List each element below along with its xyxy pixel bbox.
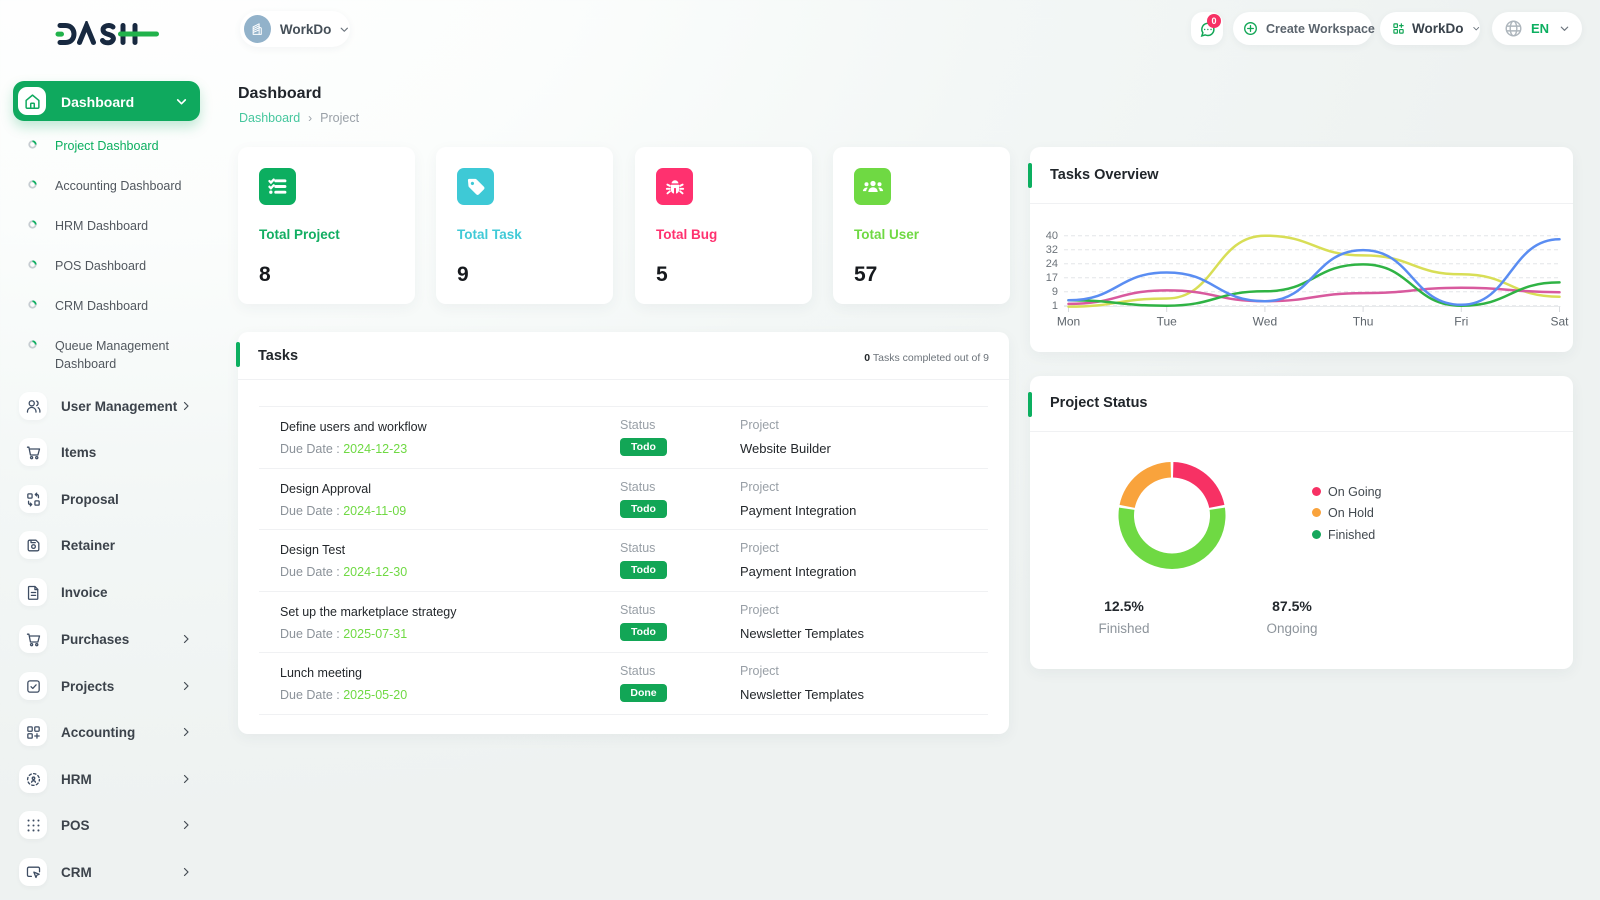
svg-text:32: 32 (1046, 244, 1058, 256)
svg-text:40: 40 (1046, 230, 1058, 242)
svg-text:Wed: Wed (1253, 315, 1277, 329)
svg-text:Thu: Thu (1353, 315, 1374, 329)
svg-text:17: 17 (1046, 272, 1058, 284)
svg-text:1: 1 (1052, 300, 1058, 312)
svg-text:Sat: Sat (1550, 315, 1569, 329)
svg-text:9: 9 (1052, 286, 1058, 298)
svg-text:Fri: Fri (1454, 315, 1468, 329)
svg-text:24: 24 (1046, 258, 1058, 270)
svg-text:Tue: Tue (1157, 315, 1178, 329)
svg-text:Mon: Mon (1057, 315, 1080, 329)
